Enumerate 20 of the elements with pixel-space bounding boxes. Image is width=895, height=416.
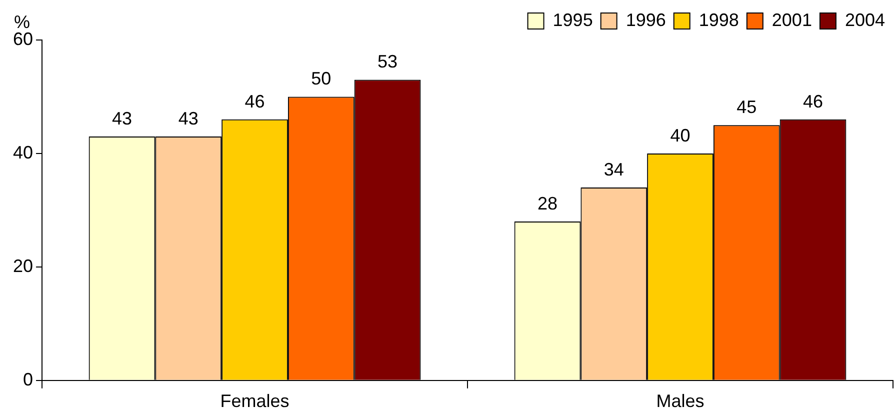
data-label: 43 [112, 108, 132, 128]
data-label: 46 [244, 91, 265, 112]
x-tick-label: Females [220, 391, 290, 412]
data-label: 45 [736, 97, 757, 118]
data-label: 34 [604, 159, 624, 180]
x-tick-label: Males [656, 391, 704, 412]
legend-label: 1996 [626, 10, 666, 30]
data-label: 53 [378, 52, 398, 72]
legend-label: 1995 [552, 10, 593, 30]
data-label: 46 [802, 91, 824, 112]
y-tick-label: 20 [12, 256, 34, 276]
legend-label: 1998 [698, 10, 739, 30]
legend-label: 2004 [844, 10, 886, 30]
data-label: 50 [311, 68, 332, 89]
data-label: 40 [670, 125, 690, 146]
data-label: 28 [537, 194, 558, 214]
y-tick-label: 40 [12, 142, 34, 162]
y-tick-label: 0 [23, 369, 34, 390]
legend-label: 2001 [772, 10, 812, 30]
data-label: 43 [178, 108, 198, 128]
